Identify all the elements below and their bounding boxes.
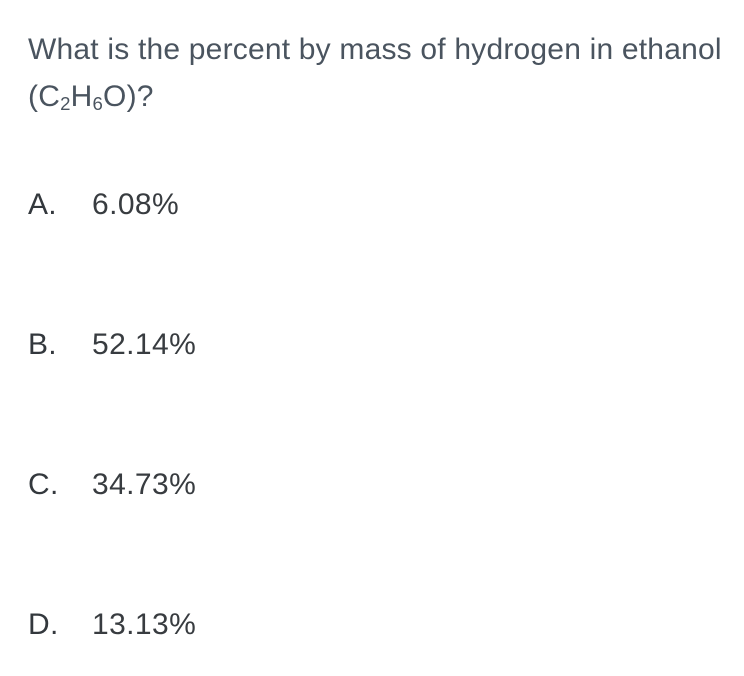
- question-text: What is the percent by mass of hydrogen …: [28, 26, 734, 120]
- option-value[interactable]: 13.13%: [92, 608, 197, 641]
- option-value[interactable]: 6.08%: [92, 188, 180, 221]
- option-letter[interactable]: C.: [28, 468, 59, 501]
- option-letter[interactable]: A.: [28, 188, 57, 221]
- option-letter[interactable]: D.: [28, 608, 59, 641]
- question-part: H: [70, 80, 93, 113]
- answer-option-c[interactable]: C. 34.73%: [28, 468, 196, 502]
- answer-option-a[interactable]: A. 6.08%: [28, 188, 179, 222]
- question-part: What is the percent by mass of hydrogen …: [28, 33, 722, 113]
- answer-option-d[interactable]: D. 13.13%: [28, 608, 196, 642]
- formula-subscript: 2: [60, 93, 71, 115]
- formula-subscript: 6: [92, 93, 104, 115]
- answer-option-b[interactable]: B. 52.14%: [28, 328, 196, 362]
- option-value[interactable]: 34.73%: [92, 468, 197, 501]
- question-part: O)?: [103, 80, 154, 113]
- option-value[interactable]: 52.14%: [92, 328, 197, 361]
- option-letter[interactable]: B.: [28, 328, 57, 361]
